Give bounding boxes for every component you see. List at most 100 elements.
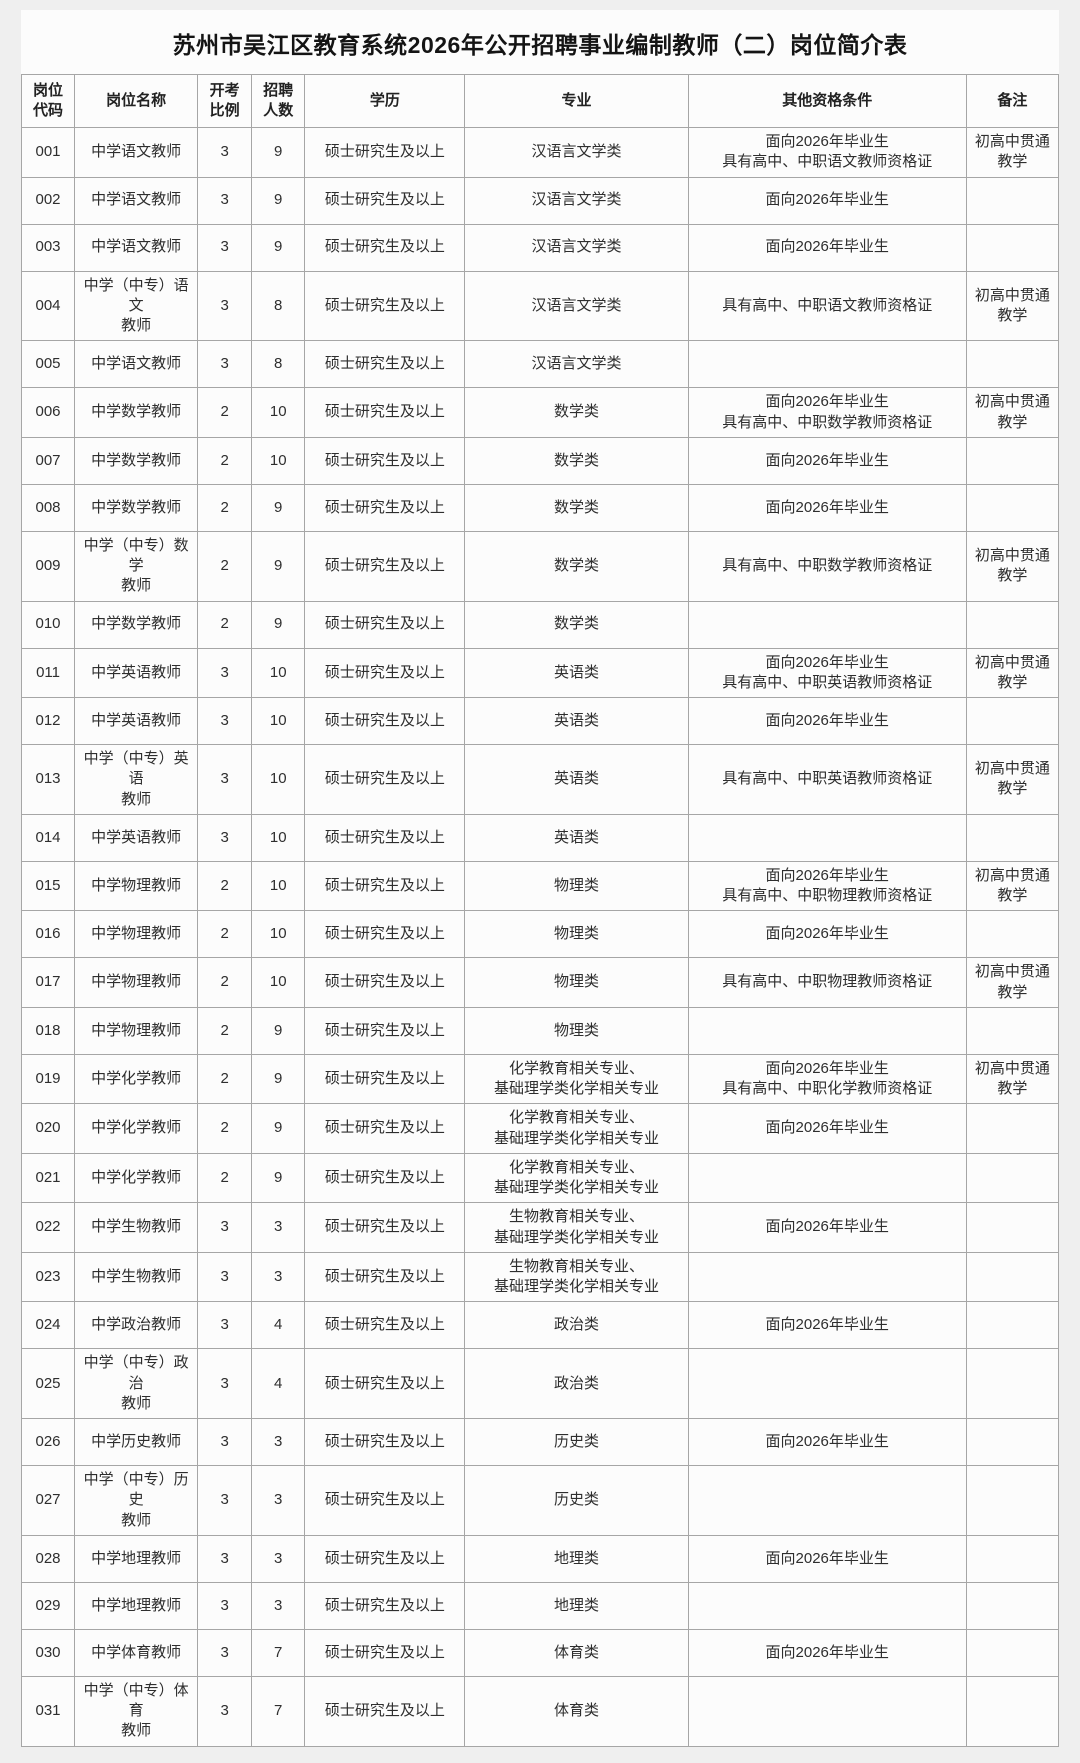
cell-position-name: 中学英语教师: [74, 647, 199, 698]
cell-remark: [965, 436, 1060, 485]
cell-position-code: 005: [20, 340, 76, 389]
cell-recruit-count: 9: [251, 1103, 306, 1154]
cell-major: 化学教育相关专业、 基础理学类化学相关专业: [464, 1152, 689, 1204]
cell-major: 汉语言文学类: [464, 127, 689, 178]
cell-major: 地理类: [464, 1534, 689, 1583]
cell-major: 英语类: [464, 813, 689, 862]
cell-major: 物理类: [464, 910, 689, 959]
cell-major: 英语类: [464, 744, 689, 815]
cell-other-qualifications: 面向2026年毕业生 具有高中、中职语文教师资格证: [687, 127, 967, 178]
cell-education: 硕士研究生及以上: [304, 530, 466, 602]
cell-major: 汉语言文学类: [464, 223, 689, 272]
cell-exam-ratio: 3: [197, 1581, 253, 1630]
cell-education: 硕士研究生及以上: [304, 270, 466, 342]
cell-education: 硕士研究生及以上: [304, 436, 466, 485]
cell-education: 硕士研究生及以上: [304, 340, 466, 389]
cell-major: 生物教育相关专业、 基础理学类化学相关专业: [464, 1251, 689, 1303]
cell-position-name: 中学英语教师: [74, 813, 199, 862]
cell-education: 硕士研究生及以上: [304, 1103, 466, 1154]
cell-remark: [965, 1006, 1060, 1055]
column-header-other: 其他资格条件: [687, 74, 967, 128]
cell-remark: [965, 1348, 1060, 1419]
cell-exam-ratio: 2: [197, 600, 253, 649]
cell-position-code: 025: [20, 1348, 76, 1419]
cell-recruit-count: 9: [251, 1053, 306, 1105]
cell-position-name: 中学（中专）英语 教师: [74, 744, 199, 815]
cell-position-code: 023: [20, 1251, 76, 1303]
cell-education: 硕士研究生及以上: [304, 127, 466, 178]
cell-position-code: 006: [20, 387, 76, 438]
cell-recruit-count: 10: [251, 697, 306, 745]
page-title: 苏州市吴江区教育系统2026年公开招聘事业编制教师（二）岗位简介表: [172, 32, 908, 58]
cell-remark: 初高中贯通 教学: [965, 127, 1060, 178]
cell-other-qualifications: [687, 813, 967, 862]
cell-exam-ratio: 3: [197, 1348, 253, 1419]
cell-position-code: 026: [20, 1418, 76, 1466]
cell-other-qualifications: [687, 1581, 967, 1630]
cell-other-qualifications: 具有高中、中职语文教师资格证: [687, 270, 967, 342]
cell-education: 硕士研究生及以上: [304, 1465, 466, 1536]
cell-remark: [965, 1675, 1060, 1747]
cell-remark: 初高中贯通 教学: [965, 957, 1060, 1008]
cell-education: 硕士研究生及以上: [304, 1418, 466, 1466]
cell-exam-ratio: 3: [197, 1675, 253, 1747]
cell-major: 化学教育相关专业、 基础理学类化学相关专业: [464, 1103, 689, 1154]
table-row: 019 中学化学教师 2 9 硕士研究生及以上 化学教育相关专业、 基础理学类化…: [20, 1053, 1060, 1105]
cell-position-code: 015: [20, 860, 76, 912]
cell-position-name: 中学政治教师: [74, 1301, 199, 1350]
cell-position-code: 002: [20, 176, 76, 225]
cell-exam-ratio: 2: [197, 1006, 253, 1055]
cell-recruit-count: 3: [251, 1465, 306, 1536]
cell-position-name: 中学（中专）语文 教师: [74, 270, 199, 342]
cell-remark: [965, 1581, 1060, 1630]
column-header-name: 岗位名称: [74, 74, 199, 128]
cell-recruit-count: 8: [251, 270, 306, 342]
table-row: 007 中学数学教师 2 10 硕士研究生及以上 数学类 面向2026年毕业生: [20, 436, 1060, 485]
cell-education: 硕士研究生及以上: [304, 1628, 466, 1677]
cell-remark: [965, 1103, 1060, 1154]
cell-remark: [965, 1301, 1060, 1350]
cell-position-name: 中学物理教师: [74, 957, 199, 1008]
table-row: 011 中学英语教师 3 10 硕士研究生及以上 英语类 面向2026年毕业生 …: [20, 647, 1060, 698]
cell-position-name: 中学物理教师: [74, 910, 199, 959]
cell-remark: 初高中贯通 教学: [965, 387, 1060, 438]
table-row: 024 中学政治教师 3 4 硕士研究生及以上 政治类 面向2026年毕业生: [20, 1301, 1060, 1350]
cell-remark: [965, 1628, 1060, 1677]
cell-major: 政治类: [464, 1301, 689, 1350]
cell-other-qualifications: [687, 340, 967, 389]
cell-other-qualifications: 面向2026年毕业生: [687, 176, 967, 225]
column-header-ratio: 开考 比例: [197, 74, 253, 128]
column-header-major: 专业: [464, 74, 689, 128]
cell-position-code: 019: [20, 1053, 76, 1105]
cell-position-name: 中学物理教师: [74, 860, 199, 912]
document-panel: 苏州市吴江区教育系统2026年公开招聘事业编制教师（二）岗位简介表 岗位 代码 …: [20, 10, 1060, 1747]
cell-position-name: 中学数学教师: [74, 436, 199, 485]
cell-exam-ratio: 3: [197, 340, 253, 389]
cell-remark: [965, 1202, 1060, 1253]
cell-education: 硕士研究生及以上: [304, 1006, 466, 1055]
cell-other-qualifications: 面向2026年毕业生: [687, 1418, 967, 1466]
cell-position-name: 中学物理教师: [74, 1006, 199, 1055]
cell-remark: [965, 697, 1060, 745]
cell-remark: 初高中贯通 教学: [965, 1053, 1060, 1105]
cell-position-name: 中学地理教师: [74, 1581, 199, 1630]
cell-recruit-count: 9: [251, 483, 306, 532]
cell-recruit-count: 9: [251, 223, 306, 272]
cell-other-qualifications: [687, 600, 967, 649]
column-header-code: 岗位 代码: [20, 74, 76, 128]
cell-other-qualifications: [687, 1675, 967, 1747]
cell-position-name: 中学数学教师: [74, 387, 199, 438]
cell-other-qualifications: 具有高中、中职数学教师资格证: [687, 530, 967, 602]
cell-exam-ratio: 3: [197, 697, 253, 745]
cell-recruit-count: 10: [251, 910, 306, 959]
cell-position-code: 001: [20, 127, 76, 178]
cell-exam-ratio: 3: [197, 1465, 253, 1536]
cell-exam-ratio: 2: [197, 387, 253, 438]
cell-recruit-count: 10: [251, 387, 306, 438]
cell-major: 历史类: [464, 1465, 689, 1536]
cell-other-qualifications: 面向2026年毕业生: [687, 436, 967, 485]
cell-position-name: 中学数学教师: [74, 600, 199, 649]
cell-major: 英语类: [464, 697, 689, 745]
cell-major: 数学类: [464, 436, 689, 485]
